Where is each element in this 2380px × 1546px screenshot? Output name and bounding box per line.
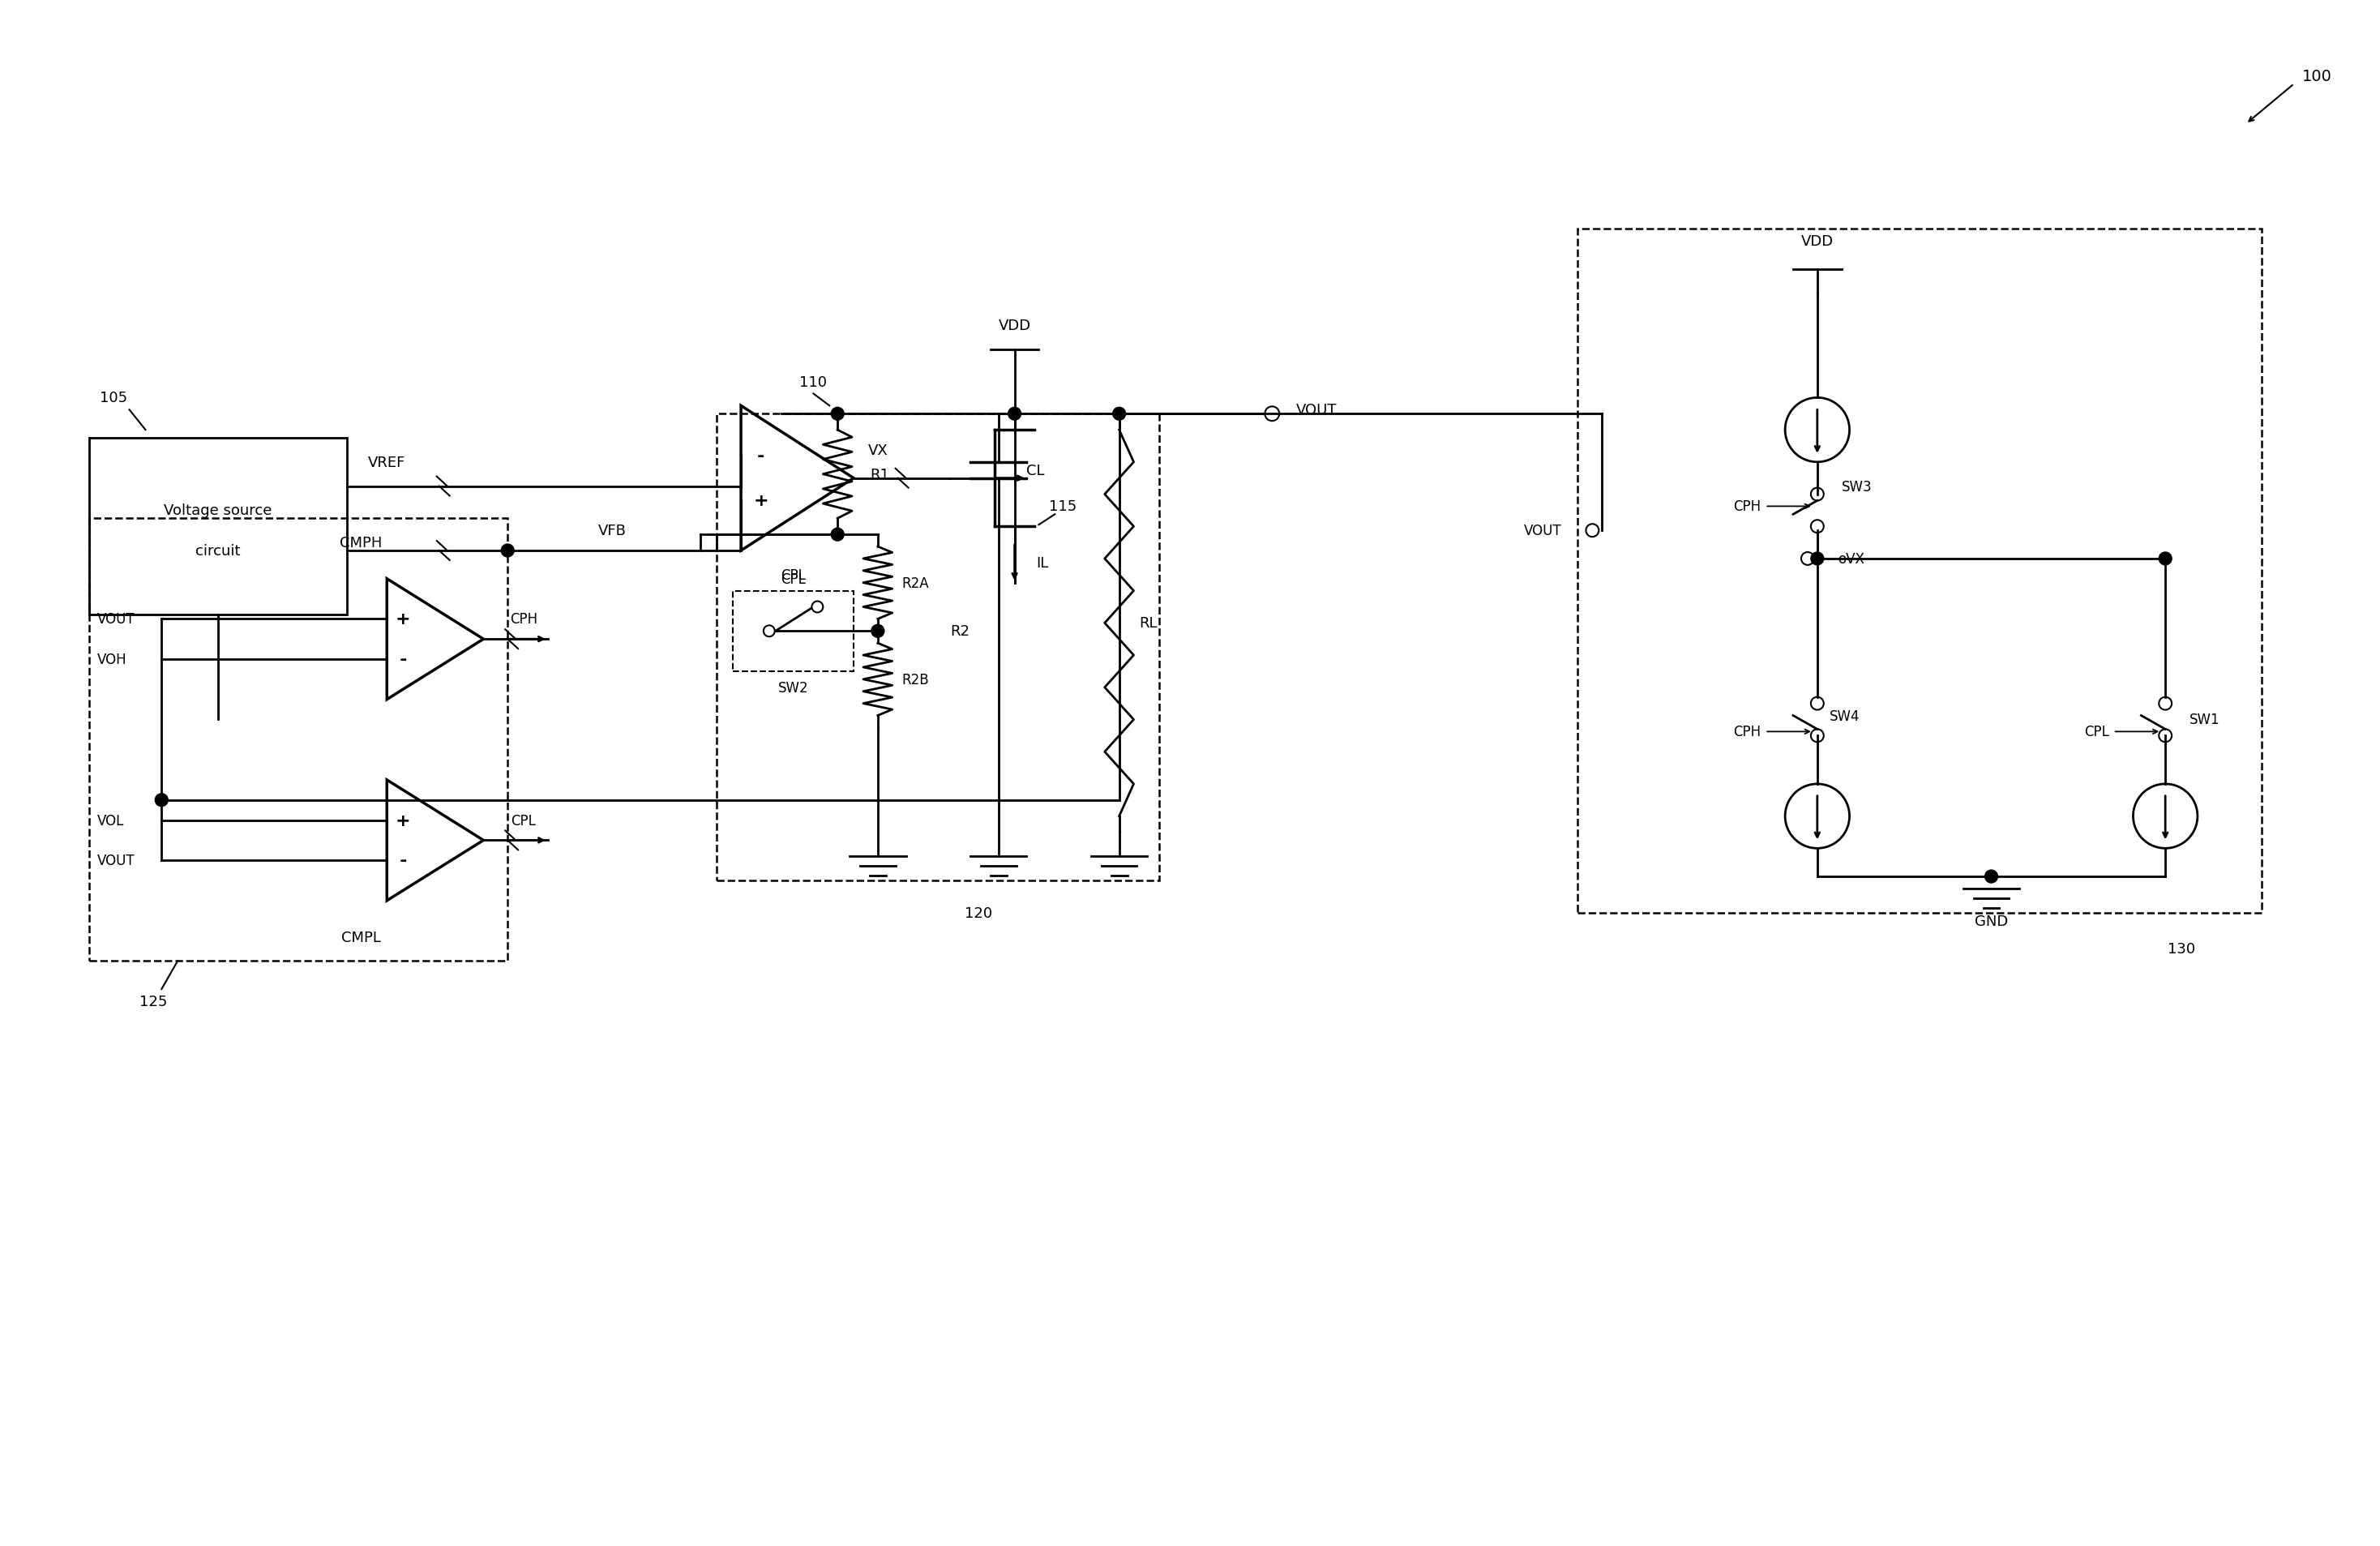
Text: oVX: oVX	[1837, 552, 1864, 566]
Text: VOUT: VOUT	[98, 853, 136, 867]
Text: -: -	[757, 448, 764, 464]
Text: SW1: SW1	[2190, 713, 2221, 727]
Text: Voltage source: Voltage source	[164, 504, 271, 518]
Text: 120: 120	[964, 906, 992, 920]
Text: R1: R1	[869, 467, 890, 482]
Text: VOUT: VOUT	[98, 612, 136, 626]
Bar	[716, 414, 1159, 881]
Circle shape	[871, 625, 885, 638]
Circle shape	[831, 529, 845, 541]
Text: GND: GND	[1975, 914, 2009, 928]
Text: R2: R2	[950, 625, 969, 638]
Text: RL: RL	[1140, 617, 1157, 631]
Text: 130: 130	[2168, 942, 2194, 957]
Text: +: +	[395, 611, 409, 628]
Text: IL: IL	[1038, 555, 1050, 570]
Text: CL: CL	[1026, 464, 1045, 478]
Text: 125: 125	[140, 994, 167, 1008]
Text: 105: 105	[100, 391, 126, 405]
Text: CPH: CPH	[1733, 499, 1761, 513]
Text: +: +	[395, 812, 409, 829]
Text: 110: 110	[800, 374, 828, 390]
Text: SW2: SW2	[778, 680, 809, 696]
Text: 115: 115	[1050, 499, 1076, 513]
Bar	[88, 519, 507, 962]
Text: CPH: CPH	[509, 612, 538, 626]
Text: CMPH: CMPH	[340, 535, 383, 550]
Bar	[88, 439, 347, 615]
Text: VOUT: VOUT	[1523, 524, 1561, 538]
Text: +: +	[754, 493, 769, 509]
Text: CPL: CPL	[2085, 725, 2109, 739]
Bar	[733, 591, 854, 671]
Circle shape	[502, 544, 514, 558]
Bar	[1578, 229, 2261, 914]
Text: VOH: VOH	[98, 652, 126, 666]
Text: CPL: CPL	[781, 567, 807, 583]
Text: VOL: VOL	[98, 813, 124, 827]
Text: CMPL: CMPL	[340, 929, 381, 945]
Text: 100: 100	[2301, 68, 2332, 83]
Text: CPH: CPH	[1733, 725, 1761, 739]
Text: CPL: CPL	[781, 572, 807, 586]
Text: VFB: VFB	[597, 524, 626, 538]
Text: -: -	[400, 852, 407, 869]
Text: R2A: R2A	[902, 575, 928, 591]
Text: SW4: SW4	[1830, 708, 1859, 724]
Circle shape	[1985, 870, 1997, 883]
Text: -: -	[400, 651, 407, 668]
Circle shape	[1009, 408, 1021, 421]
Circle shape	[831, 408, 845, 421]
Text: SW3: SW3	[1842, 479, 1873, 493]
Text: VX: VX	[869, 444, 888, 458]
Circle shape	[1114, 408, 1126, 421]
Text: VDD: VDD	[997, 318, 1031, 332]
Circle shape	[155, 795, 169, 807]
Text: R2B: R2B	[902, 673, 928, 686]
Text: CPL: CPL	[512, 813, 536, 827]
Circle shape	[1811, 552, 1823, 566]
Text: VOUT: VOUT	[1297, 404, 1338, 417]
Circle shape	[2159, 552, 2173, 566]
Text: VREF: VREF	[369, 455, 405, 470]
Text: VDD: VDD	[1802, 233, 1833, 249]
Text: circuit: circuit	[195, 544, 240, 558]
